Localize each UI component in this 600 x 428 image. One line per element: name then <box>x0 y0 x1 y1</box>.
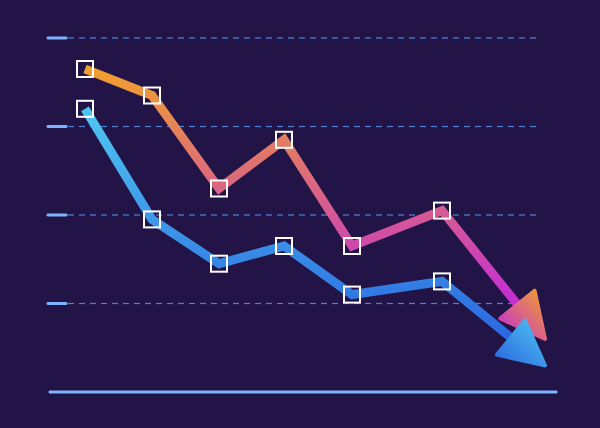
series-2-point-2 <box>143 210 161 229</box>
series-2-point-6 <box>433 272 451 291</box>
series-2-point-5 <box>343 285 361 304</box>
marker-layer <box>76 60 451 304</box>
series-1-point-4 <box>275 130 293 149</box>
series-2-line <box>81 106 519 345</box>
series-2-point-4 <box>275 237 293 255</box>
series-1-point-5 <box>343 237 361 255</box>
series-1-point-2 <box>143 86 161 105</box>
series-1-point-3 <box>210 179 228 198</box>
series-layer <box>81 64 547 368</box>
series-2-point-1 <box>76 99 94 118</box>
series-1-point-6 <box>433 201 451 220</box>
series-1-point-1 <box>76 60 94 78</box>
series-2 <box>81 106 547 368</box>
series-2-point-3 <box>210 254 228 273</box>
series-2-arrow-icon <box>495 318 547 368</box>
series-1-line <box>83 64 525 313</box>
